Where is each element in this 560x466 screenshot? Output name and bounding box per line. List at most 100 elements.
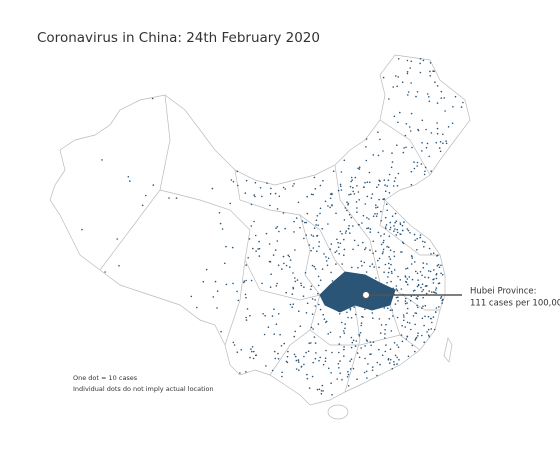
case-dot [406, 283, 409, 286]
case-dot [255, 354, 257, 357]
case-dot [339, 242, 342, 245]
case-dot [232, 341, 235, 344]
case-dot [414, 289, 416, 292]
case-dot [393, 269, 396, 271]
case-dot [292, 287, 295, 290]
case-dot [401, 340, 404, 343]
case-dot [337, 189, 340, 192]
annotation-marker [362, 291, 370, 299]
case-dot [407, 94, 409, 96]
case-dot [280, 345, 283, 347]
case-dot [385, 323, 387, 326]
case-dot [269, 286, 272, 288]
map-title: Coronavirus in China: 24th February 2020 [37, 30, 320, 46]
case-dot [387, 246, 390, 249]
case-dot [347, 373, 350, 376]
case-dot [387, 262, 390, 265]
case-dot [270, 187, 272, 190]
case-dot [343, 348, 345, 351]
case-dot [391, 215, 394, 217]
hubei-province [319, 271, 396, 313]
case-dot [319, 184, 322, 187]
case-dot [273, 333, 276, 335]
case-dot [397, 121, 399, 124]
case-dot [441, 274, 444, 276]
case-dot [322, 390, 324, 392]
case-dot [401, 224, 404, 227]
case-dot [384, 350, 387, 353]
case-dot [365, 271, 368, 273]
case-dot [360, 324, 363, 327]
case-dot [376, 186, 378, 188]
case-dot [358, 223, 360, 226]
case-dot [306, 212, 309, 215]
case-dot [268, 243, 271, 245]
case-dot [343, 219, 346, 221]
case-dot [343, 355, 345, 357]
case-dot [287, 350, 289, 353]
case-dot [409, 130, 412, 132]
case-dot [403, 147, 405, 149]
case-dot [431, 291, 433, 293]
case-dot [348, 225, 350, 227]
case-dot [369, 353, 371, 356]
case-dot [368, 171, 371, 174]
case-dot [368, 181, 371, 184]
case-dot [396, 228, 399, 231]
case-dot [342, 330, 345, 332]
case-dot [389, 258, 392, 260]
case-dot [285, 360, 288, 363]
case-dot [317, 292, 319, 295]
case-dot [416, 165, 419, 167]
case-dot [293, 335, 296, 338]
case-dot [284, 188, 287, 190]
case-dot [369, 341, 372, 343]
case-dot [205, 268, 208, 271]
case-dot [420, 163, 423, 165]
case-dot [286, 355, 289, 358]
case-dot [421, 274, 423, 277]
case-dot [261, 282, 263, 285]
province-border [224, 259, 246, 346]
case-dot [339, 230, 342, 233]
case-dot [423, 173, 426, 176]
case-dot [404, 300, 407, 302]
case-dot [339, 183, 342, 186]
case-dot [313, 336, 316, 338]
case-dot [378, 198, 380, 201]
case-dot [435, 277, 438, 280]
case-dot [372, 317, 374, 320]
case-dot [341, 263, 344, 265]
case-dot [357, 244, 360, 247]
case-dot [364, 203, 367, 205]
case-dot [284, 227, 287, 230]
hainan-island [327, 404, 349, 420]
case-dot [350, 216, 353, 219]
case-dot [360, 260, 363, 263]
case-dot [371, 312, 374, 314]
case-dot [349, 185, 352, 188]
case-dot [397, 346, 400, 349]
case-dot [318, 241, 321, 243]
case-dot [347, 370, 349, 373]
case-dot [379, 138, 381, 141]
case-dot [252, 357, 255, 360]
case-dot [397, 58, 400, 60]
case-dot [436, 265, 439, 267]
case-dot [396, 344, 398, 346]
province-border [344, 304, 361, 393]
case-dot [321, 384, 324, 387]
case-dot [367, 363, 369, 365]
case-dot [367, 227, 370, 229]
case-dot [282, 255, 285, 258]
case-dot [358, 356, 361, 359]
case-dot [271, 369, 274, 372]
case-dot [374, 250, 377, 252]
case-dot [424, 170, 426, 173]
case-dot [435, 289, 437, 291]
case-dot [372, 154, 375, 156]
case-dot [399, 222, 402, 224]
case-dot [391, 272, 393, 275]
case-dot [350, 336, 353, 339]
case-dot [378, 179, 381, 182]
